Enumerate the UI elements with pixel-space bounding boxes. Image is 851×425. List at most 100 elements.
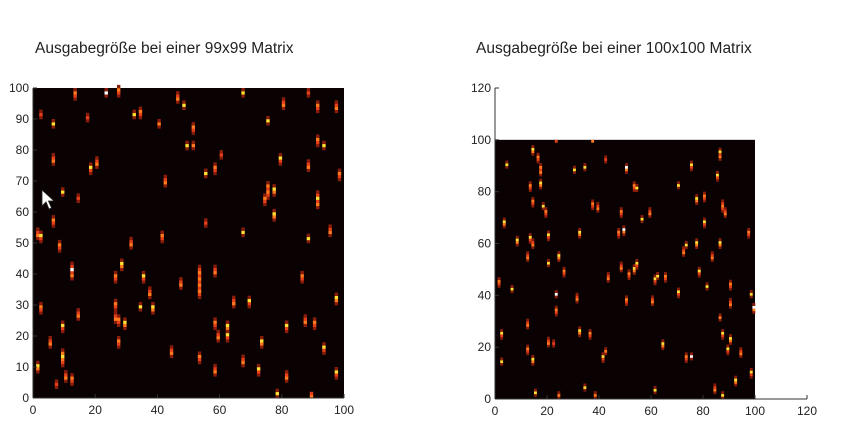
heatmap-cell (716, 176, 719, 180)
heatmap-cell (120, 261, 124, 265)
heatmap-cell (281, 103, 286, 107)
heatmap-cell (176, 91, 180, 95)
heatmap-cell (749, 373, 753, 376)
heatmap-cell (260, 336, 264, 340)
heatmap-cell (303, 323, 307, 327)
heatmap-cell (552, 341, 556, 345)
heatmap-cell (648, 212, 652, 216)
heatmap-streak (625, 163, 628, 174)
heatmap-cell (204, 218, 208, 222)
heatmap-cell (531, 238, 535, 242)
heatmap-cell (510, 290, 514, 294)
heatmap-cell (677, 292, 680, 296)
heatmap-cell (627, 272, 631, 275)
heatmap-cell (710, 253, 714, 257)
heatmap-cell (723, 212, 727, 216)
heatmap-streak (596, 202, 600, 213)
heatmap-cell (138, 115, 143, 120)
heatmap-cell (547, 238, 550, 242)
heatmap-cell (213, 267, 217, 272)
heatmap-cell (591, 139, 595, 143)
heatmap-cell (197, 289, 202, 293)
heatmap-cell (138, 301, 143, 306)
x-tick-label: 60 (644, 404, 658, 418)
heatmap-cell (95, 159, 99, 163)
heatmap-cell (88, 168, 93, 172)
heatmap-cell (185, 143, 189, 148)
heatmap-cell (316, 103, 320, 107)
heatmap-cell (113, 301, 118, 306)
heatmap-streak (266, 115, 270, 126)
heatmap-cell (176, 97, 180, 101)
heatmap-cell (625, 303, 628, 306)
heatmap-cell (64, 376, 68, 380)
heatmap-cell (653, 277, 657, 281)
heatmap-cell (284, 376, 289, 380)
heatmap-cell (695, 199, 699, 203)
right-chart-title: Ausgabegröße bei einer 100x100 Matrix (476, 40, 752, 57)
heatmap-cell (677, 287, 680, 291)
heatmap-cell (322, 342, 326, 346)
heatmap-cell (734, 383, 738, 387)
heatmap-cell (182, 100, 186, 104)
heatmap-cell (578, 326, 582, 330)
heatmap-cell (588, 336, 592, 340)
heatmap-cell (536, 152, 540, 156)
heatmap-cell (718, 240, 722, 244)
heatmap-streak (534, 388, 537, 397)
heatmap-cell (48, 336, 52, 340)
heatmap-cell (562, 274, 566, 278)
heatmap-streak (284, 320, 289, 334)
heatmap-cell (752, 310, 756, 314)
heatmap-cell (322, 345, 326, 349)
heatmap-cell (48, 339, 52, 343)
heatmap-streak (531, 145, 535, 156)
heatmap-cell (695, 240, 699, 244)
heatmap-cell (148, 295, 152, 300)
heatmap-streak (541, 202, 545, 211)
heatmap-cell (76, 311, 80, 315)
heatmap-cell (278, 153, 283, 157)
heatmap-streak (528, 181, 532, 192)
heatmap-cell (544, 214, 548, 218)
heatmap-cell (116, 320, 121, 324)
heatmap-cell (151, 311, 155, 315)
heatmap-cell (64, 370, 68, 374)
x-tick-label: 20 (89, 403, 103, 417)
heatmap-cell (752, 305, 756, 309)
heatmap-cell (169, 348, 174, 352)
heatmap-cell (36, 360, 40, 365)
heatmap-cell (713, 386, 717, 389)
heatmap-cell (191, 125, 196, 129)
heatmap-cell (534, 393, 537, 397)
heatmap-cell (312, 326, 317, 331)
heatmap-cell (284, 329, 289, 334)
heatmap-cell (306, 168, 311, 172)
heatmap-cell (213, 326, 217, 331)
heatmap-cell (747, 233, 751, 237)
heatmap-cell (88, 171, 93, 176)
heatmap-streak (191, 140, 196, 151)
heatmap-streak (539, 178, 543, 190)
heatmap-cell (729, 336, 732, 340)
heatmap-cell (73, 94, 77, 98)
heatmap-cell (204, 221, 208, 225)
heatmap-cell (703, 191, 706, 195)
heatmap-cell (76, 317, 80, 321)
heatmap-cell (588, 334, 592, 338)
heatmap-cell (536, 155, 540, 159)
heatmap-cell (500, 357, 504, 361)
heatmap-cell (57, 243, 62, 247)
heatmap-cell (322, 351, 326, 355)
heatmap-cell (526, 251, 530, 255)
heatmap-cell (528, 183, 532, 187)
heatmap-streak (216, 329, 220, 343)
heatmap-cell (593, 393, 597, 397)
heatmap-cell (622, 225, 626, 229)
heatmap-streak (120, 258, 124, 272)
heatmap-streak (316, 134, 320, 148)
heatmap-streak (241, 354, 245, 368)
heatmap-streak (322, 342, 326, 355)
heatmap-streak (619, 207, 623, 218)
heatmap-cell (60, 187, 65, 191)
